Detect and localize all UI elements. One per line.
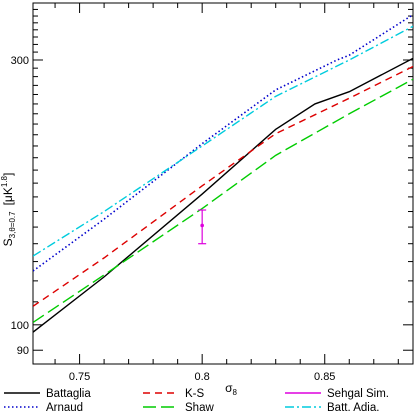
y-tick-label: 90 [17, 345, 29, 357]
x-tick-label: 0.85 [314, 371, 335, 383]
y-axis-label-main: S [1, 238, 15, 246]
y-axis-label-unit-close: ] [1, 173, 15, 176]
y-tick-label: 300 [11, 55, 29, 67]
x-tick-label: 0.75 [69, 371, 90, 383]
series-layer [33, 14, 413, 333]
x-tick-label: 0.8 [195, 371, 210, 383]
legend-label: Sehgal Sim. [327, 388, 389, 400]
legend-entry: Battaglia [4, 388, 91, 400]
series-line-arnaud [33, 14, 413, 272]
series-line-batt-adia [33, 25, 413, 257]
y-tick-label: 100 [11, 320, 29, 332]
x-axis-label: σ8 [225, 381, 237, 397]
legend-label: Arnaud [46, 402, 83, 414]
x-axis-label-main: σ [225, 381, 233, 395]
series-line-k-s [33, 65, 413, 307]
y-axis-label-unit-open: [μK [1, 187, 15, 205]
y-axis-label-unit-sup: 1.8 [0, 175, 9, 187]
series-line-shaw [33, 78, 413, 324]
legend-entry: Arnaud [4, 402, 83, 414]
legend: Battaglia K-S Sehgal Sim. Arnaud Shaw Batt. A… [4, 388, 389, 414]
legend-entry: Shaw [143, 402, 214, 414]
x-axis-label-sub: 8 [232, 388, 237, 397]
legend-label: Batt. Adia. [327, 402, 379, 414]
legend-label: K-S [185, 388, 205, 400]
points-layer [198, 209, 207, 245]
data-point-sehgal-sim [200, 223, 204, 228]
legend-entry: Batt. Adia. [285, 402, 379, 414]
legend-entry: K-S [143, 388, 205, 400]
y-axis-label-sub: 3,θ=0.7 [8, 211, 17, 238]
legend-entry: Sehgal Sim. [285, 388, 389, 400]
series-line-battaglia [33, 57, 413, 333]
legend-label: Battaglia [46, 388, 91, 400]
legend-label: Shaw [185, 402, 214, 414]
ticks-layer: 0.75 0.8 0.85 90 100 300 [11, 3, 413, 383]
y-axis-label: S3,θ=0.7 [μK1.8] [0, 173, 17, 247]
